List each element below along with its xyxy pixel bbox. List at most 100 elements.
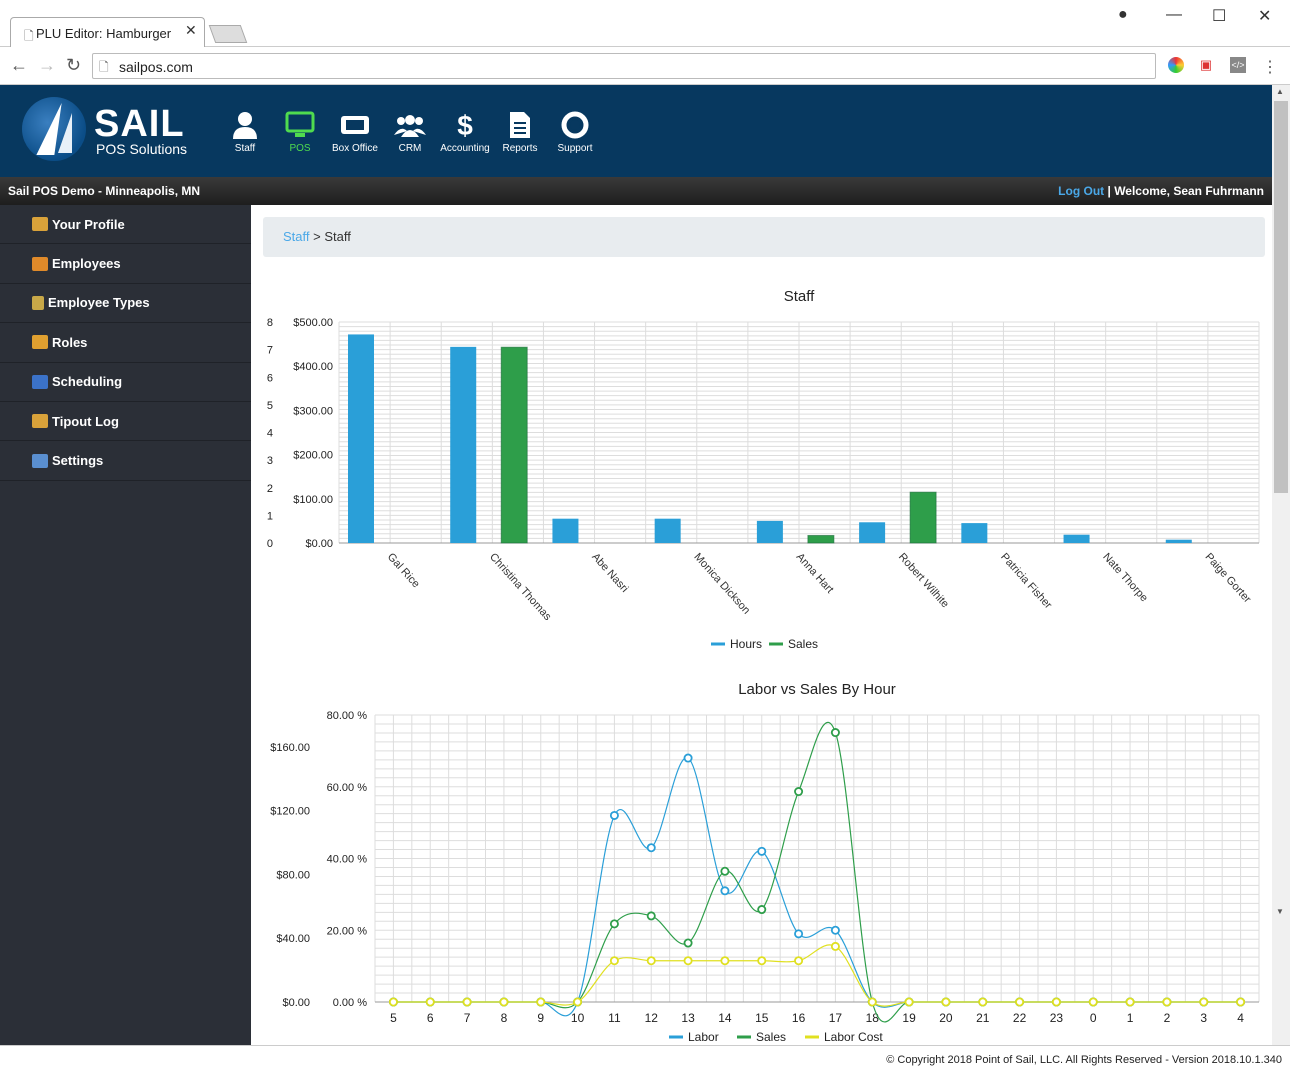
point-sales [609,919,619,929]
nav-accounting[interactable]: $ Accounting [437,111,493,155]
x-tick-label: 3 [1200,1011,1207,1025]
bar-hours [348,334,374,543]
nav-box-office[interactable]: Box Office [327,111,383,154]
account-icon[interactable]: ● [1118,6,1128,23]
color-extension-icon[interactable] [1168,57,1184,73]
scrollbar-thumb[interactable] [1274,101,1288,493]
y-right-tick-label: 0.00 % [333,997,367,1009]
y-left-tick-label: 7 [267,345,273,357]
url-field[interactable]: 🗋 sailpos.com [92,53,1156,79]
brand-name: SAIL [94,103,185,145]
staff-bar-chart: Staff 0 1 2 3 4 5 6 7 8 $0.00 $100.00 $200.00 $300.00… [267,288,1260,651]
point-labor-cost [867,997,877,1007]
sidebar: Your Profile Employees Employee Types Ro… [0,205,251,1045]
chart-title: Staff [784,288,815,305]
y-right-tick-label: $100.00 [293,494,333,506]
separator: | [1107,184,1111,198]
point-labor-cost [1088,997,1098,1007]
point-labor-cost [425,997,435,1007]
x-tick-label: 21 [976,1011,990,1025]
x-tick-label: 17 [829,1011,843,1025]
bar-hours [654,518,681,543]
point-labor-cost [794,956,804,966]
ticket-icon [327,111,383,143]
y-right-tick-label: $400.00 [293,361,333,373]
scroll-up-icon[interactable]: ▲ [1276,87,1284,96]
close-tab-icon[interactable]: ✕ [185,22,197,38]
chart-grid [374,714,1260,1003]
point-labor [830,925,840,935]
devtools-extension-icon[interactable]: </> [1230,57,1246,73]
welcome-text: Welcome, Sean Fuhrmann [1114,184,1264,198]
point-sales [794,787,804,797]
nav-pos[interactable]: POS [272,111,328,154]
sidebar-item-settings[interactable]: Settings [0,441,251,481]
legend-label-sales: Sales [756,1030,786,1044]
screenshot-extension-icon[interactable]: ▣ [1199,57,1213,72]
bar-hours [1063,534,1090,543]
person-icon [217,111,273,143]
address-bar-row: ← → ↻ 🗋 sailpos.com ▣ </> ⋮ [0,47,1290,85]
x-tick-label: Monica Dickson [691,551,752,617]
point-labor [720,886,730,896]
point-labor-cost [904,997,914,1007]
x-tick-label: 12 [645,1011,659,1025]
point-labor [609,810,619,820]
user-role-icon [32,335,48,350]
point-labor-cost [720,956,730,966]
group-icon [382,111,438,143]
badge-icon [32,295,44,310]
brand-subtitle: POS Solutions [96,141,188,157]
breadcrumb-link-staff[interactable]: Staff [283,229,310,244]
y-left-tick-label: $0.00 [282,997,310,1009]
nav-staff[interactable]: Staff [217,111,273,154]
y-left-tick-label: 3 [267,455,273,467]
point-labor [794,929,804,939]
maximize-icon[interactable]: ☐ [1212,8,1227,25]
minimize-icon[interactable]: — [1166,6,1182,23]
point-labor-cost [683,956,693,966]
back-icon[interactable]: ← [10,55,28,75]
x-tick-label: 11 [608,1011,621,1025]
y-left-tick-label: $120.00 [270,806,310,818]
calendar-icon [32,374,48,389]
x-tick-label: 6 [427,1011,434,1025]
bar-hours [1165,539,1192,543]
bar-hours [450,346,477,543]
page-icon: 🗋 [24,29,34,43]
point-labor-cost [573,997,583,1007]
checklist-icon [32,453,48,468]
sidebar-item-roles[interactable]: Roles [0,323,251,363]
sidebar-item-scheduling[interactable]: Scheduling [0,363,251,402]
sidebar-item-employee-types[interactable]: Employee Types [0,284,251,324]
menu-icon[interactable]: ⋮ [1262,59,1278,76]
nav-support[interactable]: Support [547,111,603,154]
x-tick-label: 22 [1013,1011,1027,1025]
monitor-icon [272,111,328,143]
point-labor-cost [757,956,767,966]
chart-grid [338,321,1260,544]
nav-crm[interactable]: CRM [382,111,438,154]
logout-link[interactable]: Log Out [1058,184,1105,198]
y-left-tick-label: 1 [267,510,273,522]
point-labor [646,843,656,853]
sidebar-item-employees[interactable]: Employees [0,244,251,284]
bar-sales [909,491,937,544]
new-tab-button[interactable] [208,25,248,43]
y-right-tick-label: 20.00 % [327,925,368,937]
page-scrollbar[interactable]: ▲ ▼ [1272,85,1290,1045]
y-right-tick-label: $300.00 [293,405,333,417]
scroll-down-icon[interactable]: ▼ [1276,907,1284,916]
y-left-tick-label: 2 [267,483,273,495]
coins-icon [32,414,48,429]
x-tick-label: 16 [792,1011,806,1025]
reload-icon[interactable]: ↻ [66,55,82,75]
forward-icon[interactable]: → [38,55,56,75]
nav-reports[interactable]: Reports [492,111,548,154]
sidebar-item-tipout-log[interactable]: Tipout Log [0,402,251,442]
sidebar-item-your-profile[interactable]: Your Profile [0,205,251,245]
x-tick-label: 14 [718,1011,732,1025]
breadcrumb: Staff > Staff [263,217,1265,257]
chart-title: Labor vs Sales By Hour [738,681,896,698]
close-window-icon[interactable]: ✕ [1258,8,1272,25]
